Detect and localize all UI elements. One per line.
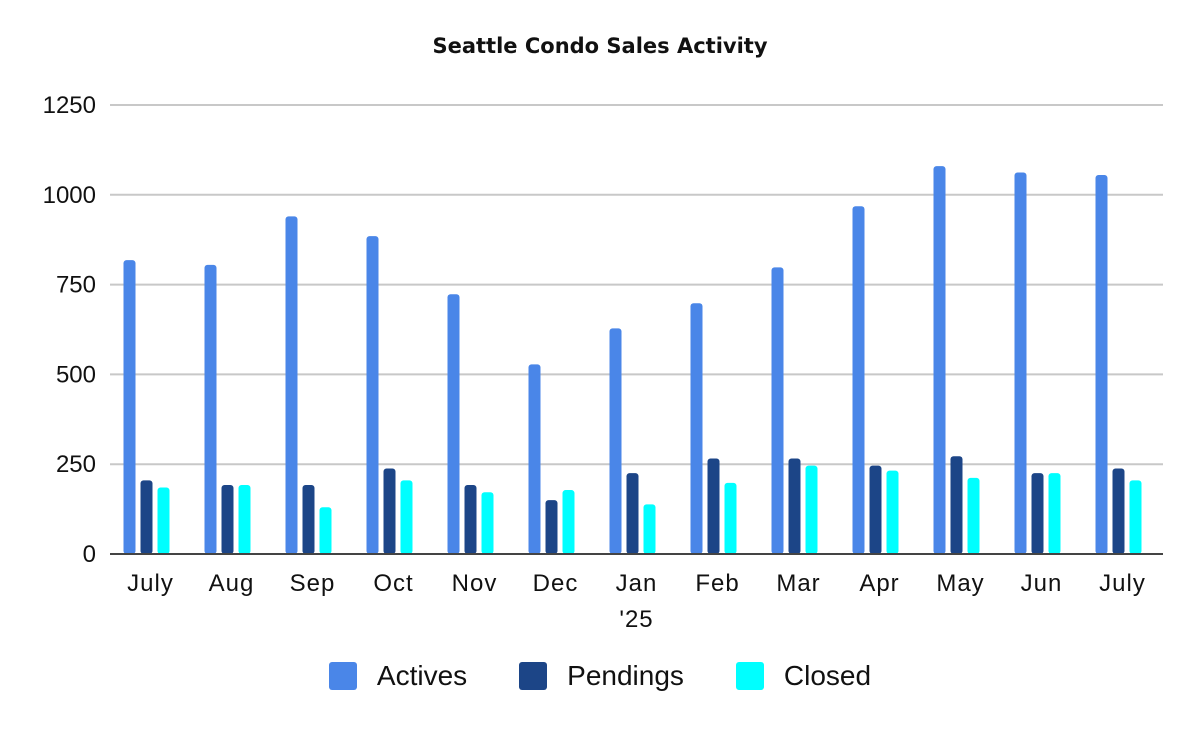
bar-actives <box>852 206 865 554</box>
bar-closed <box>157 487 170 554</box>
x-tick-label: Apr <box>859 570 899 597</box>
plot-area: 0 250 500 750 1000 1250 July Aug Sep Oct Nov Dec Jan… <box>43 92 1163 633</box>
bar-pendings <box>464 485 477 554</box>
x-tick-label: May <box>936 570 984 597</box>
x-tick-label: Jun <box>1021 570 1063 597</box>
bar-actives <box>204 264 217 554</box>
legend-swatch <box>735 662 764 690</box>
bar-actives <box>366 236 379 554</box>
y-tick-label: 1000 <box>43 182 96 209</box>
bar-closed <box>724 482 737 554</box>
chart-title: Seattle Condo Sales Activity <box>432 34 768 58</box>
bar-pendings <box>869 465 882 554</box>
legend-item-pendings: Pendings <box>519 660 684 692</box>
bar-closed <box>400 480 413 554</box>
bar-closed <box>805 465 818 554</box>
x-tick-label: Sep <box>290 570 336 597</box>
bar-actives <box>447 294 460 554</box>
y-tick-label: 250 <box>56 451 96 478</box>
bar-actives <box>528 364 541 554</box>
x-tick-label: Nov <box>452 570 498 597</box>
bar-closed <box>481 492 494 554</box>
bar-actives <box>609 328 622 554</box>
bar-actives <box>933 166 946 554</box>
bar-pendings <box>221 485 234 554</box>
x-tick-label: July <box>1099 570 1146 597</box>
legend-label: Pendings <box>567 660 684 691</box>
bar-pendings <box>1031 473 1044 554</box>
y-tick-label: 750 <box>56 272 96 299</box>
bar-pendings <box>302 485 315 554</box>
x-tick-label: Aug <box>209 570 255 597</box>
x-tick-label: Oct <box>373 570 413 597</box>
bar-pendings <box>383 468 396 554</box>
bar-closed <box>1129 480 1142 554</box>
bar-closed <box>1048 473 1061 554</box>
legend-swatch <box>519 662 548 690</box>
bar-pendings <box>950 456 963 554</box>
bar-pendings <box>140 480 153 554</box>
bar-actives <box>1095 175 1108 554</box>
bar-closed <box>886 470 899 554</box>
bar-closed <box>238 485 251 554</box>
legend-label: Closed <box>783 660 872 691</box>
x-tick-label: Dec <box>533 570 579 597</box>
bar-closed <box>319 507 332 554</box>
bar-actives <box>771 267 784 554</box>
bar-closed <box>643 504 656 554</box>
bar-closed <box>967 477 980 554</box>
bar-pendings <box>1112 468 1125 554</box>
x-tick-label: Mar <box>776 570 820 597</box>
bar-actives <box>690 303 703 554</box>
bar-actives <box>285 216 298 555</box>
y-tick-label: 1250 <box>43 92 96 119</box>
legend-item-closed: Closed <box>735 660 872 692</box>
y-tick-label: 500 <box>56 361 96 388</box>
bar-actives <box>1014 172 1027 554</box>
legend-swatch <box>328 662 357 690</box>
x-tick-label: Feb <box>695 570 739 597</box>
legend-label: Actives <box>376 660 468 691</box>
x-tick-label: '25 <box>619 606 653 633</box>
bar-pendings <box>788 458 801 554</box>
y-tick-label: 0 <box>83 541 96 568</box>
bar-pendings <box>626 473 639 554</box>
bar-actives <box>123 260 136 554</box>
bar-pendings <box>707 458 720 554</box>
legend-item-actives: Actives <box>328 660 468 692</box>
x-tick-label: Jan <box>616 570 658 597</box>
bar-pendings <box>545 500 558 554</box>
x-tick-label: July <box>127 570 174 597</box>
legend: Actives Pendings Closed <box>0 660 1200 692</box>
bar-closed <box>562 490 575 554</box>
